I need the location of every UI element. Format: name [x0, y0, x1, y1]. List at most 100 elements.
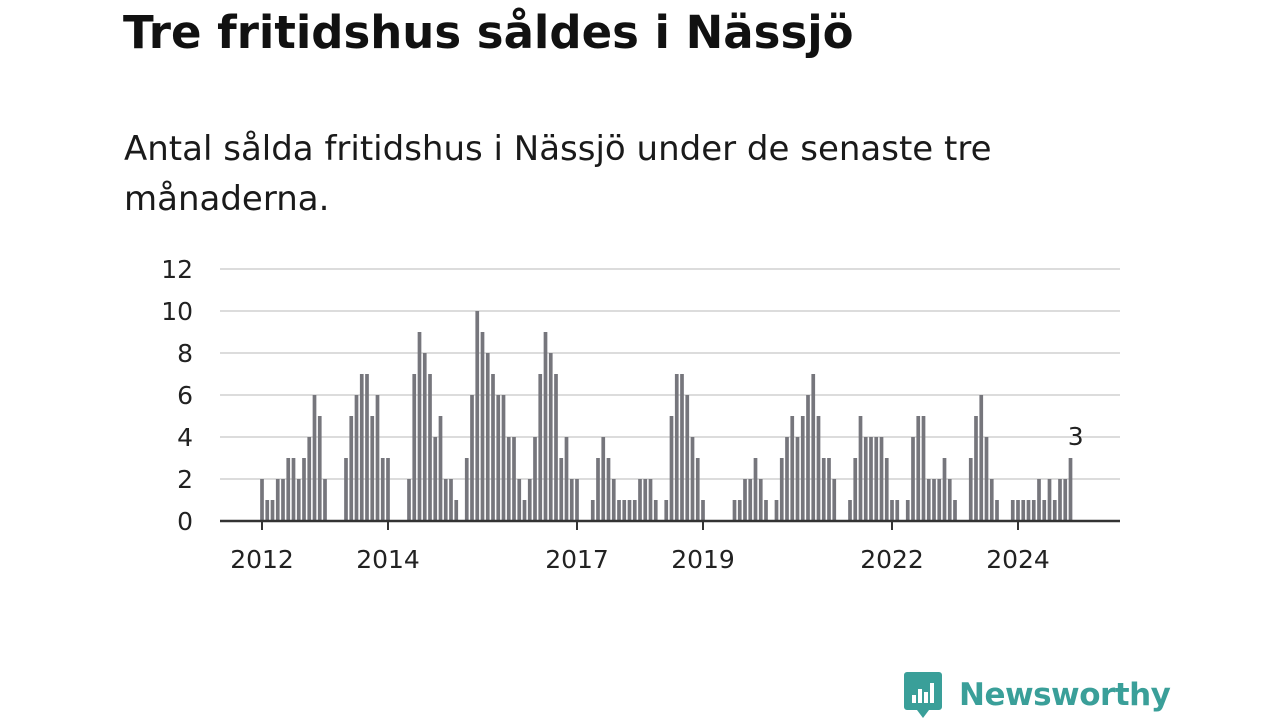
- bar: [638, 479, 642, 521]
- x-tick-label: 2012: [230, 545, 294, 574]
- bar: [506, 437, 511, 521]
- bar: [790, 416, 795, 521]
- bar: [312, 395, 317, 521]
- bar: [407, 479, 411, 521]
- bar: [559, 458, 564, 521]
- bar: [564, 437, 569, 521]
- bar: [926, 479, 931, 521]
- y-tick-label: 8: [177, 339, 193, 368]
- bar: [1063, 479, 1068, 521]
- x-tick-label: 2017: [545, 545, 609, 574]
- bar: [412, 374, 417, 521]
- bar: [942, 458, 947, 521]
- bar: [538, 374, 543, 521]
- bar: [543, 332, 548, 521]
- bar: [270, 500, 275, 521]
- bar: [1042, 500, 1047, 521]
- y-tick-label: 2: [177, 465, 193, 494]
- bar: [1026, 500, 1031, 521]
- bar: [690, 437, 695, 521]
- bar: [795, 437, 800, 521]
- bar: [438, 416, 443, 521]
- bar: [323, 479, 327, 521]
- bar: [890, 500, 894, 521]
- bar: [758, 479, 763, 521]
- bar: [947, 479, 952, 521]
- bar: [643, 479, 648, 521]
- bar: [695, 458, 700, 521]
- bar: [496, 395, 501, 521]
- bar: [512, 437, 516, 521]
- bar: [932, 479, 936, 521]
- bar: [979, 395, 984, 521]
- bar: [317, 416, 322, 521]
- bar: [806, 395, 810, 521]
- bar: [680, 374, 684, 521]
- bar: [732, 500, 737, 521]
- bar: [685, 395, 690, 521]
- bar: [1016, 500, 1020, 521]
- bar: [884, 458, 889, 521]
- bar: [937, 479, 942, 521]
- bar: [674, 374, 679, 521]
- bar: [522, 500, 527, 521]
- bar: [974, 416, 978, 521]
- x-tick-label: 2019: [671, 545, 735, 574]
- bar: [921, 416, 926, 521]
- bar: [380, 458, 385, 521]
- bar: [764, 500, 768, 521]
- bar: [1031, 500, 1036, 521]
- bar: [869, 437, 873, 521]
- bar: [911, 437, 915, 521]
- bar: [1037, 479, 1041, 521]
- bar: [779, 458, 784, 521]
- bar: [816, 416, 821, 521]
- bar: [858, 416, 863, 521]
- bar: [575, 479, 579, 521]
- y-tick-label: 0: [177, 507, 193, 536]
- bar: [417, 332, 422, 521]
- bar: [596, 458, 600, 521]
- bar: [454, 500, 459, 521]
- bar: [800, 416, 805, 521]
- bar: [485, 353, 490, 521]
- bar: [569, 479, 574, 521]
- bar: [375, 395, 380, 521]
- bar: [349, 416, 354, 521]
- newsworthy-logo: Newsworthy: [903, 671, 1171, 719]
- bar: [821, 458, 826, 521]
- y-tick-label: 6: [177, 381, 193, 410]
- bar: [785, 437, 789, 521]
- chart-subtitle: Antal sålda fritidshus i Nässjö under de…: [124, 129, 992, 219]
- bar: [863, 437, 868, 521]
- bar: [527, 479, 532, 521]
- bar: [832, 479, 837, 521]
- bar: [895, 500, 900, 521]
- bar: [365, 374, 369, 521]
- bar: [291, 458, 296, 521]
- bar: [811, 374, 816, 521]
- bar: [753, 458, 758, 521]
- bar: [422, 353, 427, 521]
- bar: [669, 416, 674, 521]
- x-tick-label: 2024: [986, 545, 1050, 574]
- bar: [1010, 500, 1015, 521]
- bar: [433, 437, 438, 521]
- bar: [611, 479, 616, 521]
- bar: [622, 500, 627, 521]
- bar: [359, 374, 364, 521]
- bar: [774, 500, 779, 521]
- bar: [475, 311, 480, 521]
- brand-name: Newsworthy: [959, 677, 1171, 713]
- bar: [443, 479, 448, 521]
- bar: [601, 437, 606, 521]
- bar: [617, 500, 621, 521]
- x-tick-label: 2022: [860, 545, 924, 574]
- bar: [548, 353, 553, 521]
- bar: [265, 500, 270, 521]
- bar: [874, 437, 879, 521]
- bar: [275, 479, 280, 521]
- bar: [260, 479, 264, 521]
- bar: [501, 395, 506, 521]
- bar: [737, 500, 742, 521]
